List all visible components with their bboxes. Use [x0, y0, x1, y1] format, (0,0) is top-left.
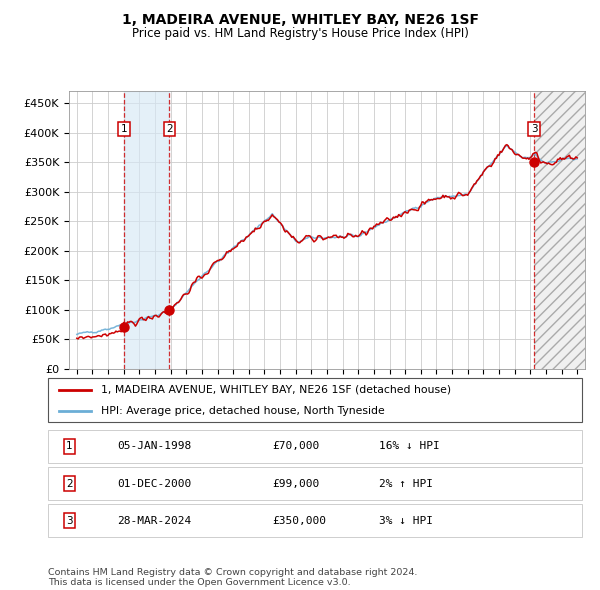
Bar — [124, 91, 169, 369]
Text: £350,000: £350,000 — [272, 516, 326, 526]
Text: 1: 1 — [121, 124, 127, 134]
Text: £99,000: £99,000 — [272, 478, 320, 489]
Text: 3: 3 — [66, 516, 73, 526]
Text: 1: 1 — [66, 441, 73, 451]
Bar — [534, 91, 585, 369]
Text: £70,000: £70,000 — [272, 441, 320, 451]
Text: 2: 2 — [166, 124, 173, 134]
Text: 01-DEC-2000: 01-DEC-2000 — [118, 478, 191, 489]
Text: Price paid vs. HM Land Registry's House Price Index (HPI): Price paid vs. HM Land Registry's House … — [131, 27, 469, 40]
Text: 1, MADEIRA AVENUE, WHITLEY BAY, NE26 1SF (detached house): 1, MADEIRA AVENUE, WHITLEY BAY, NE26 1SF… — [101, 385, 452, 395]
Text: 05-JAN-1998: 05-JAN-1998 — [118, 441, 191, 451]
Text: 28-MAR-2024: 28-MAR-2024 — [118, 516, 191, 526]
Text: 2% ↑ HPI: 2% ↑ HPI — [379, 478, 433, 489]
Text: Contains HM Land Registry data © Crown copyright and database right 2024.
This d: Contains HM Land Registry data © Crown c… — [48, 568, 418, 587]
Text: 1, MADEIRA AVENUE, WHITLEY BAY, NE26 1SF: 1, MADEIRA AVENUE, WHITLEY BAY, NE26 1SF — [121, 13, 479, 27]
Text: 16% ↓ HPI: 16% ↓ HPI — [379, 441, 440, 451]
Text: 2: 2 — [66, 478, 73, 489]
Text: 3% ↓ HPI: 3% ↓ HPI — [379, 516, 433, 526]
Text: 3: 3 — [531, 124, 538, 134]
Text: HPI: Average price, detached house, North Tyneside: HPI: Average price, detached house, Nort… — [101, 406, 385, 416]
